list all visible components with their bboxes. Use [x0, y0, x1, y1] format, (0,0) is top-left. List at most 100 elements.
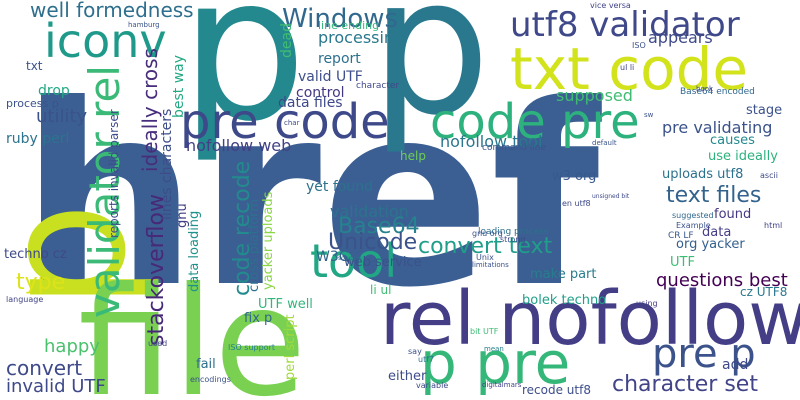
word-text-files: text files	[666, 183, 762, 208]
word-variable: variable	[416, 381, 449, 390]
word-mean: mean	[484, 345, 504, 353]
word-gnu-org: gnu org	[472, 229, 503, 238]
word-book: book	[696, 85, 714, 93]
word-reports-invalid-parser: reports invalid parser	[107, 109, 121, 238]
word-ul-li: ul li	[620, 63, 635, 72]
word-li-ul: li ul	[370, 283, 392, 297]
word-hamburg: hamburg	[128, 21, 160, 29]
word-nofollow-web: nofollow web	[186, 136, 292, 155]
word-pre-p: pre p	[652, 331, 756, 377]
word-convert: convert	[6, 356, 83, 380]
word-sw: sw	[644, 111, 654, 119]
word-used: used	[148, 339, 168, 348]
word-nofollow-tool: nofollow tool	[440, 132, 543, 151]
word-encodings: encodings	[190, 375, 231, 384]
word-solution: solution	[338, 255, 362, 262]
word-pre-validating: pre validating	[662, 118, 773, 137]
word-found: found	[714, 207, 752, 222]
word-cr-lf: CR LF	[668, 231, 694, 241]
word-p-large-right: p	[370, 0, 491, 157]
word-p-pre: p pre	[420, 329, 571, 397]
word-language: language	[6, 295, 44, 304]
word-cross-platform: cross platform	[247, 198, 262, 292]
word-bolek-techno: bolek techno	[522, 293, 607, 308]
word-lines-characters: lines characters	[159, 108, 175, 220]
word-char: char	[284, 119, 300, 127]
word-strong: strong	[500, 235, 526, 244]
word-perl-script: perl script	[283, 314, 298, 380]
word-recode-utf8: recode utf8	[522, 383, 591, 397]
word-make-part: make part	[530, 267, 597, 282]
word-vice-versa: vice versa	[590, 1, 631, 10]
word-uploads-utf8: uploads utf8	[662, 167, 744, 182]
word-utf7: utf7	[418, 355, 435, 364]
word-pre-code: pre code	[180, 94, 390, 150]
word-either: either	[388, 369, 427, 384]
word-w3c: W3C	[316, 249, 349, 265]
word-file: file	[78, 256, 307, 400]
word-help: help	[400, 149, 426, 163]
word-utility: utility	[36, 106, 88, 127]
word-report: report	[318, 51, 361, 67]
word-data-files: data files	[278, 95, 343, 111]
word-txt-code: txt code	[510, 35, 749, 103]
word-ascii: ascii	[760, 171, 778, 180]
word-data: data	[702, 225, 732, 240]
word-utf: UTF	[670, 255, 695, 270]
word-digitalmars: digitalmars	[482, 381, 522, 389]
word-supposed: supposed	[556, 86, 633, 105]
word-href: href	[20, 51, 600, 342]
word-unix: Unix	[476, 253, 494, 262]
word-en-utf8: en utf8	[562, 199, 591, 208]
word-fix-p: fix p	[244, 311, 273, 326]
word-stage: stage	[746, 103, 783, 118]
word-process-p: process p	[6, 97, 59, 110]
word-loading-process: loading process	[478, 227, 549, 237]
word-line-ending: line ending	[318, 19, 380, 32]
word-valid-utf: valid UTF	[298, 69, 363, 85]
word-happy: happy	[44, 336, 100, 357]
word-drop: drop	[38, 83, 70, 99]
word-iso-support: ISO support	[228, 343, 275, 352]
word-yacker-uploads: yacker uploads	[261, 191, 276, 290]
word-p-large-left: p	[180, 0, 307, 166]
word-iso: ISO	[632, 41, 646, 50]
word-bit-utf: bit UTF	[470, 327, 499, 336]
word-techno-cz: techno cz	[4, 247, 67, 262]
word-limitations: limitations	[472, 261, 509, 269]
word-txt: txt	[26, 59, 43, 73]
word-well-formedness: well formedness	[30, 0, 194, 22]
word-unsigned-bit: unsigned bit	[592, 193, 630, 200]
word-add: add	[722, 357, 749, 373]
word-convert-text: convert text	[418, 234, 553, 259]
word-questions-best: questions best	[656, 270, 788, 291]
word-causes: causes	[710, 133, 755, 148]
word-say: say	[408, 347, 422, 356]
word-web-service: web service	[344, 255, 422, 270]
word-windows: Windows	[282, 4, 399, 34]
word-tool: tool	[310, 234, 398, 288]
word-suggested: suggested	[672, 211, 714, 220]
word-control: control	[296, 85, 345, 101]
word-html: html	[764, 221, 783, 230]
word-cz-utf8: cz UTF8	[740, 285, 788, 299]
word-yet-found: yet found	[306, 179, 373, 195]
word-command-line: command line	[482, 143, 547, 153]
word-base64: Base64	[338, 214, 420, 239]
word-using: using	[636, 299, 658, 308]
word-unicode: Unicode	[328, 230, 418, 255]
word-code-pre: code pre	[430, 94, 640, 150]
word-ruby-perl: ruby perl	[6, 131, 70, 147]
word-dead: dead	[279, 23, 295, 58]
word-base64-encoded: Base64 encoded	[680, 87, 755, 97]
word-character: character	[356, 81, 400, 91]
word-invalid-utf: invalid UTF	[6, 376, 106, 397]
word-utf-well: UTF well	[258, 297, 313, 312]
word-fail: fail	[196, 357, 216, 372]
word-type: type	[16, 270, 66, 295]
word-processing: processing	[318, 28, 405, 47]
word-rel-nofollow: rel nofollow	[380, 276, 800, 362]
word-character-set: character set	[612, 372, 758, 397]
word-validation: validation	[330, 202, 409, 221]
